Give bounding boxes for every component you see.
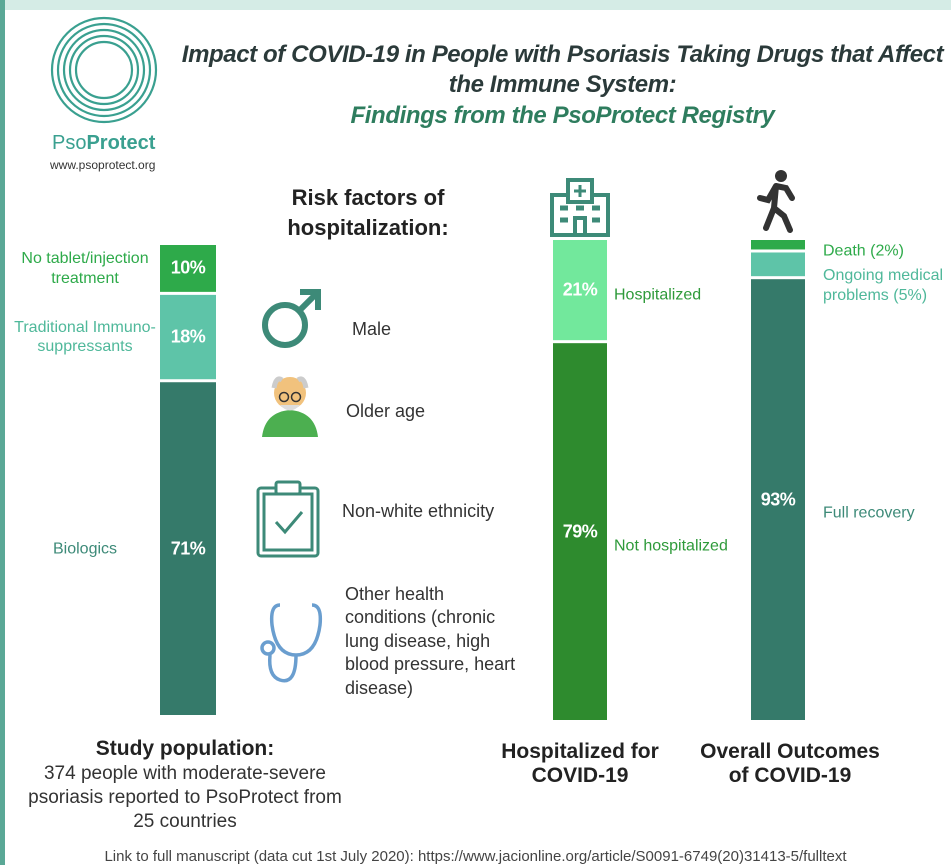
stethoscope-icon <box>260 603 323 683</box>
walking-icon <box>757 170 795 233</box>
segment-label: Ongoing medical problems (5%) <box>823 267 944 304</box>
segment-label: Hospitalized <box>614 286 702 304</box>
bar-segment <box>553 343 607 720</box>
value-label: 79% <box>562 521 598 542</box>
logo-bold: Protect <box>86 132 156 154</box>
bar-segment <box>160 294 216 380</box>
value-label: 71% <box>170 538 206 559</box>
logo <box>50 16 158 124</box>
risk-title: Risk factors of hospitalization: <box>287 185 449 240</box>
bar-segment <box>553 240 607 341</box>
segment-label: Full recovery <box>823 503 915 521</box>
risk-item: Older age <box>346 401 426 421</box>
value-label: 10% <box>170 257 206 278</box>
bar-segment <box>751 240 805 250</box>
logo-url: www.psoprotect.org <box>50 158 156 172</box>
segment-label: Not hospitalized <box>614 536 728 554</box>
hospital-icon <box>550 178 610 237</box>
older-age-icon <box>262 376 318 437</box>
segment-label: Biologics <box>52 540 118 558</box>
chart-title: Study population: <box>95 737 275 760</box>
segment-label: Traditional Immuno-suppressants <box>14 318 156 356</box>
chart-title: Overall Outcomes of COVID-19 <box>700 740 880 788</box>
chart-subtitle: 374 people with moderate-severe psoriasi… <box>28 763 342 833</box>
left-band <box>0 0 5 865</box>
subtitle: Findings from the PsoProtect Registry <box>350 102 775 129</box>
segment-label: No tablet/injection treatment <box>21 250 149 287</box>
bar-segment <box>751 252 805 277</box>
risk-item: Non-white ethnicity <box>342 501 495 521</box>
risk-item: Other health conditions (chronic lung di… <box>345 584 516 698</box>
title: Impact of COVID-19 in People with Psoria… <box>181 41 944 98</box>
footer: Link to full manuscript (data cut 1st Ju… <box>104 848 847 865</box>
top-band <box>0 0 951 10</box>
value-label: 21% <box>562 279 598 300</box>
segment-label: Death (2%) <box>823 242 904 260</box>
value-label: 18% <box>170 326 206 347</box>
bar-segment <box>751 279 805 720</box>
bar-segment <box>160 382 216 715</box>
chart-title: Hospitalized for COVID-19 <box>501 740 659 788</box>
risk-item: Male <box>352 319 392 339</box>
bar-segment <box>160 245 216 292</box>
male-icon <box>262 289 321 348</box>
logo-light: Pso <box>52 132 87 154</box>
clipboard-icon <box>256 480 320 558</box>
value-label: 93% <box>760 489 796 510</box>
logo-name: PsoProtect <box>52 131 155 155</box>
